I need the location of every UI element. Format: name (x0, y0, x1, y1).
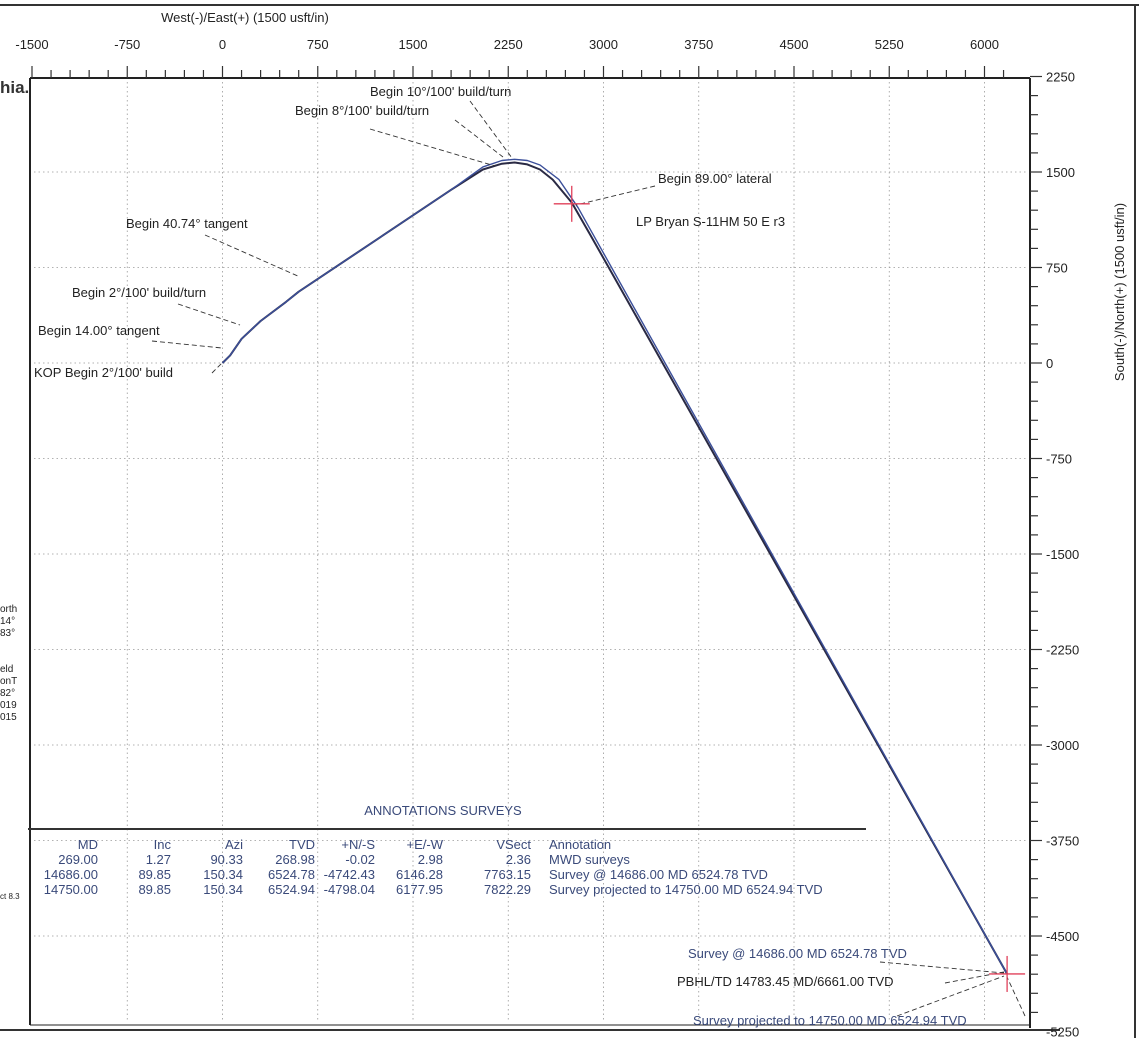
table-cell: -4798.04 (324, 882, 375, 897)
table-header-cell: +E/-W (407, 837, 444, 852)
annotation-survey-14686: Survey @ 14686.00 MD 6524.78 TVD (688, 946, 907, 961)
y-tick-label: 2250 (1046, 70, 1075, 85)
table-cell: 6177.95 (396, 882, 443, 897)
table-title: ANNOTATIONS SURVEYS (364, 803, 522, 818)
table-header-cell: MD (78, 837, 98, 852)
leader-line (879, 961, 1005, 974)
leader-line (204, 234, 301, 278)
fragment-left-3: 83° (0, 628, 15, 639)
tick-layer (31, 66, 1042, 1014)
y-axis-title: South(-)/North(+) (1500 usft/in) (1112, 203, 1127, 381)
table-header-cell: TVD (289, 837, 315, 852)
annotation-begin-8-build-turn: Begin 8°/100' build/turn (295, 103, 429, 118)
x-tick-label: 4500 (780, 37, 809, 52)
annotation-lp-target: LP Bryan S-11HM 50 E r3 (636, 214, 785, 229)
x-tick-label: 0 (219, 37, 226, 52)
y-tick-label: -750 (1046, 452, 1072, 467)
table-header-cell: +N/-S (341, 837, 375, 852)
table-cell: 150.34 (203, 867, 243, 882)
table-cell: 268.98 (275, 852, 315, 867)
y-tick-label: 0 (1046, 356, 1053, 371)
table-cell: Survey projected to 14750.00 MD 6524.94 … (549, 882, 823, 897)
series-layer (221, 158, 1008, 975)
label-layer: -1500 -750 0 750 1500 2250 3000 3750 4500 5250 600… (15, 37, 1079, 1038)
x-tick-label: 5250 (875, 37, 904, 52)
table-cell: Survey @ 14686.00 MD 6524.78 TVD (549, 867, 768, 882)
table-header-cell: Azi (225, 837, 243, 852)
leader-line (1006, 976, 1026, 1017)
leader-line (151, 340, 223, 349)
table-header-cell: VSect (496, 837, 531, 852)
leader-line (454, 119, 504, 158)
y-tick-label: 750 (1046, 261, 1068, 276)
annotation-begin-lateral: Begin 89.00° lateral (658, 171, 772, 186)
leader-line (469, 100, 513, 159)
annotation-survey-projected: Survey projected to 14750.00 MD 6524.94 … (693, 1013, 967, 1028)
survey-table: MD Inc Azi TVD +N/-S +E/-W VSect Annotation 269.… (44, 837, 823, 897)
annotation-begin-tangent-40: Begin 40.74° tangent (126, 216, 248, 231)
table-cell: MWD surveys (549, 852, 630, 867)
table-cell: 90.33 (210, 852, 243, 867)
table-cell: 89.85 (138, 867, 171, 882)
leader-layer (151, 100, 1026, 1017)
table-cell: -4742.43 (324, 867, 375, 882)
y-tick-label: 1500 (1046, 165, 1075, 180)
table-cell: 7763.15 (484, 867, 531, 882)
y-tick-label: -3750 (1046, 834, 1079, 849)
leader-line (575, 185, 656, 206)
table-cell: -0.02 (345, 852, 375, 867)
fragment-left-9: ct 8.3 (0, 892, 20, 901)
fragment-left-6: 82° (0, 688, 15, 699)
leader-line (211, 362, 223, 374)
annotation-pbhl-td: PBHL/TD 14783.45 MD/6661.00 TVD (677, 974, 894, 989)
marker-layer (553, 185, 1026, 992)
table-cell: 2.36 (506, 852, 531, 867)
table-cell: 2.98 (418, 852, 443, 867)
table-cell: 1.27 (146, 852, 171, 867)
fragment-left-8: 015 (0, 712, 17, 723)
table-cell: 7822.29 (484, 882, 531, 897)
fragment-left-1: orth (0, 604, 17, 615)
x-tick-label: -1500 (15, 37, 48, 52)
table-cell: 6524.78 (268, 867, 315, 882)
leader-line (177, 303, 241, 326)
leader-line (896, 975, 1005, 1017)
fragment-left-4: eld (0, 664, 13, 675)
leader-line (369, 128, 496, 167)
grid-layer (34, 82, 1026, 1021)
table-header-cell: Annotation (549, 837, 611, 852)
fragment-left-7: 019 (0, 700, 17, 711)
x-tick-label: 750 (307, 37, 329, 52)
x-tick-label: 3000 (589, 37, 618, 52)
table-cell: 14750.00 (44, 882, 98, 897)
x-tick-label: -750 (114, 37, 140, 52)
y-tick-label: -5250 (1046, 1025, 1079, 1038)
fragment-top-left: hia. (0, 78, 29, 97)
y-tick-label: -1500 (1046, 547, 1079, 562)
table-cell: 6146.28 (396, 867, 443, 882)
x-tick-label: 2250 (494, 37, 523, 52)
y-tick-label: -2250 (1046, 643, 1079, 658)
table-cell: 150.34 (203, 882, 243, 897)
annotation-begin-tangent-14: Begin 14.00° tangent (38, 323, 160, 338)
x-tick-label: 6000 (970, 37, 999, 52)
fragment-left-2: 14° (0, 616, 15, 627)
y-tick-label: -4500 (1046, 929, 1079, 944)
x-axis-title: West(-)/East(+) (1500 usft/in) (161, 10, 329, 25)
x-tick-label: 3750 (684, 37, 713, 52)
annotation-kop: KOP Begin 2°/100' build (34, 365, 173, 380)
table-cell: 6524.94 (268, 882, 315, 897)
annotation-begin-2-build-turn: Begin 2°/100' build/turn (72, 285, 206, 300)
table-header-cell: Inc (154, 837, 172, 852)
y-tick-label: -3000 (1046, 738, 1079, 753)
fragment-left-5: onT (0, 676, 17, 687)
well-path-line-2 (222, 158, 1008, 975)
table-cell: 269.00 (58, 852, 98, 867)
annotation-begin-10-build-turn: Begin 10°/100' build/turn (370, 84, 511, 99)
table-cell: 14686.00 (44, 867, 98, 882)
x-tick-label: 1500 (399, 37, 428, 52)
table-cell: 89.85 (138, 882, 171, 897)
